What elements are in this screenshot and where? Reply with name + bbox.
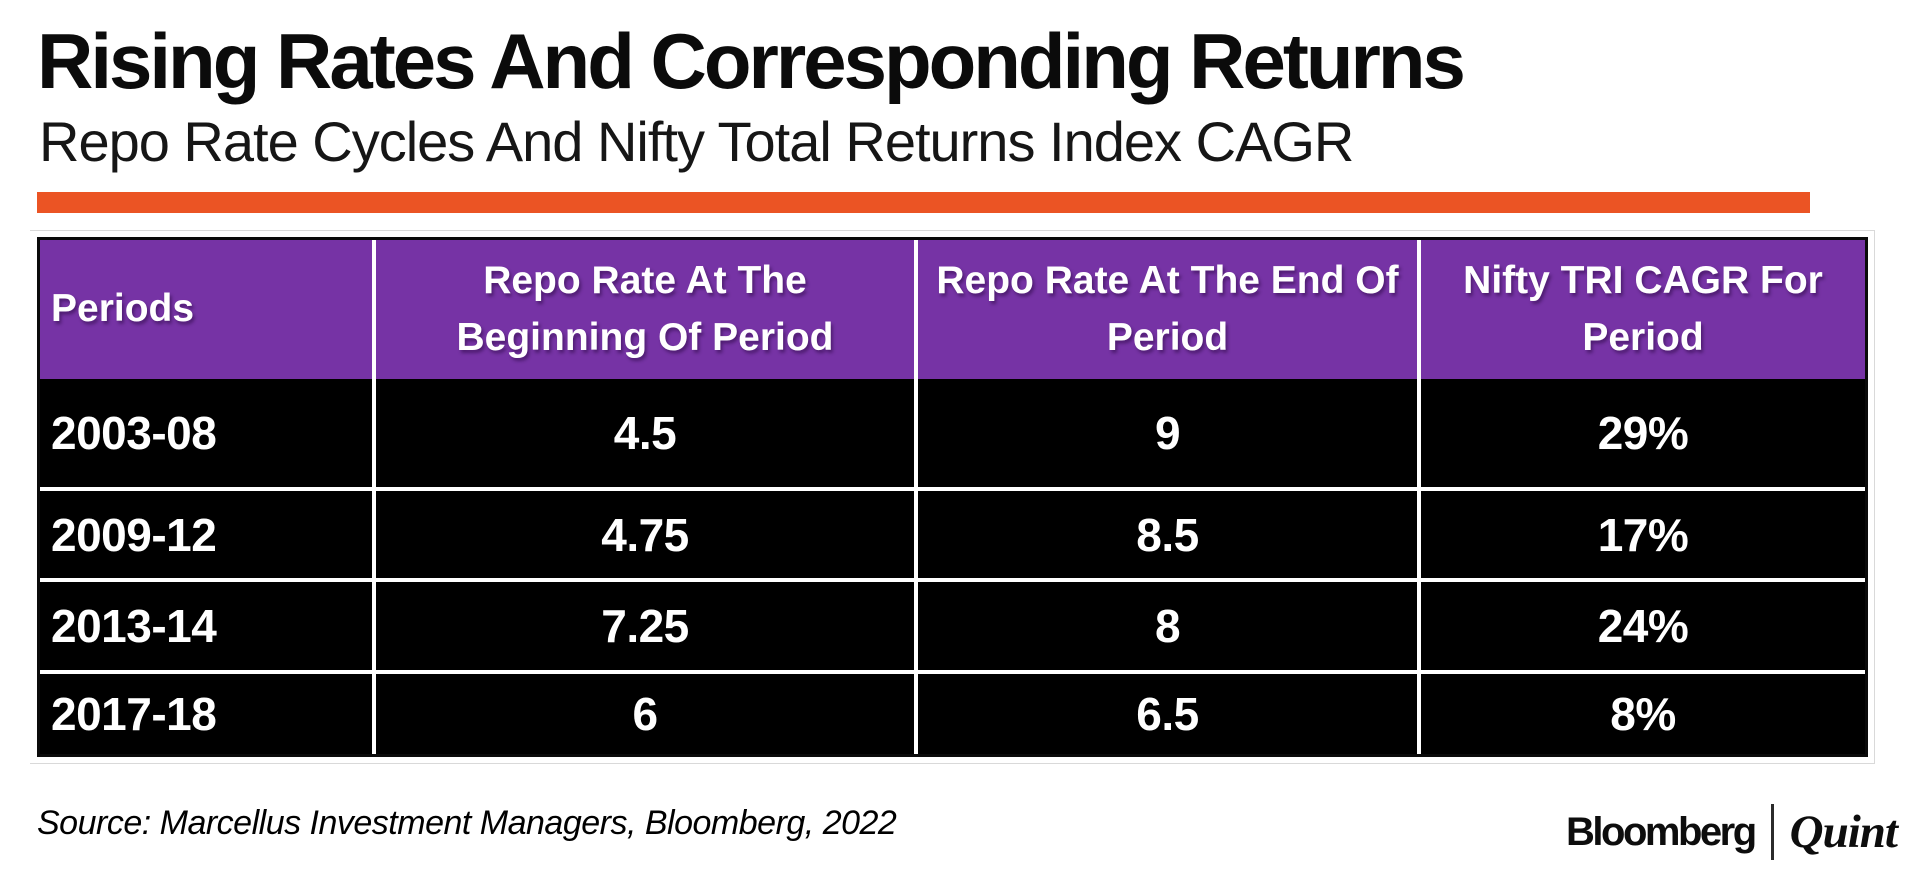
gridline-artifact-right bbox=[1874, 230, 1875, 764]
table-cell-period: 2017-18 bbox=[40, 670, 376, 754]
header-cell-periods: Periods bbox=[40, 240, 376, 379]
header-cell-repo-rate-end: Repo Rate At The End Of Period bbox=[918, 240, 1421, 379]
table-cell-period: 2013-14 bbox=[40, 578, 376, 670]
orange-divider-bar bbox=[37, 192, 1810, 213]
table-cell-cagr: 24% bbox=[1421, 578, 1865, 670]
header-cell-repo-rate-beginning: Repo Rate At The Beginning Of Period bbox=[376, 240, 918, 379]
page-subtitle: Repo Rate Cycles And Nifty Total Returns… bbox=[39, 110, 1354, 173]
bloomberg-wordmark: Bloomberg bbox=[1566, 810, 1757, 854]
table-cell-repo-end: 8.5 bbox=[918, 487, 1421, 578]
table-cell-repo-end: 8 bbox=[918, 578, 1421, 670]
gridline-artifact-bottom bbox=[30, 763, 1874, 764]
gridline-artifact-top bbox=[30, 230, 1874, 231]
header-cell-nifty-tri-cagr: Nifty TRI CAGR For Period bbox=[1421, 240, 1865, 379]
table-cell-period: 2003-08 bbox=[40, 379, 376, 487]
table-cell-cagr: 29% bbox=[1421, 379, 1865, 487]
table-cell-repo-end: 9 bbox=[918, 379, 1421, 487]
table-cell-repo-end: 6.5 bbox=[918, 670, 1421, 754]
table-cell-cagr: 17% bbox=[1421, 487, 1865, 578]
source-note: Source: Marcellus Investment Managers, B… bbox=[37, 804, 897, 842]
bloomberg-quint-logo: Bloomberg Quint bbox=[1566, 800, 1898, 864]
table-cell-period: 2009-12 bbox=[40, 487, 376, 578]
repo-rate-returns-table: Periods Repo Rate At The Beginning Of Pe… bbox=[37, 237, 1868, 757]
table-cell-repo-begin: 4.75 bbox=[376, 487, 918, 578]
brand-separator-bar bbox=[1770, 804, 1774, 860]
table-cell-repo-begin: 6 bbox=[376, 670, 918, 754]
quint-wordmark: Quint bbox=[1789, 805, 1898, 858]
page-title: Rising Rates And Corresponding Returns bbox=[37, 17, 1466, 105]
table-cell-repo-begin: 7.25 bbox=[376, 578, 918, 670]
table-cell-cagr: 8% bbox=[1421, 670, 1865, 754]
table-cell-repo-begin: 4.5 bbox=[376, 379, 918, 487]
